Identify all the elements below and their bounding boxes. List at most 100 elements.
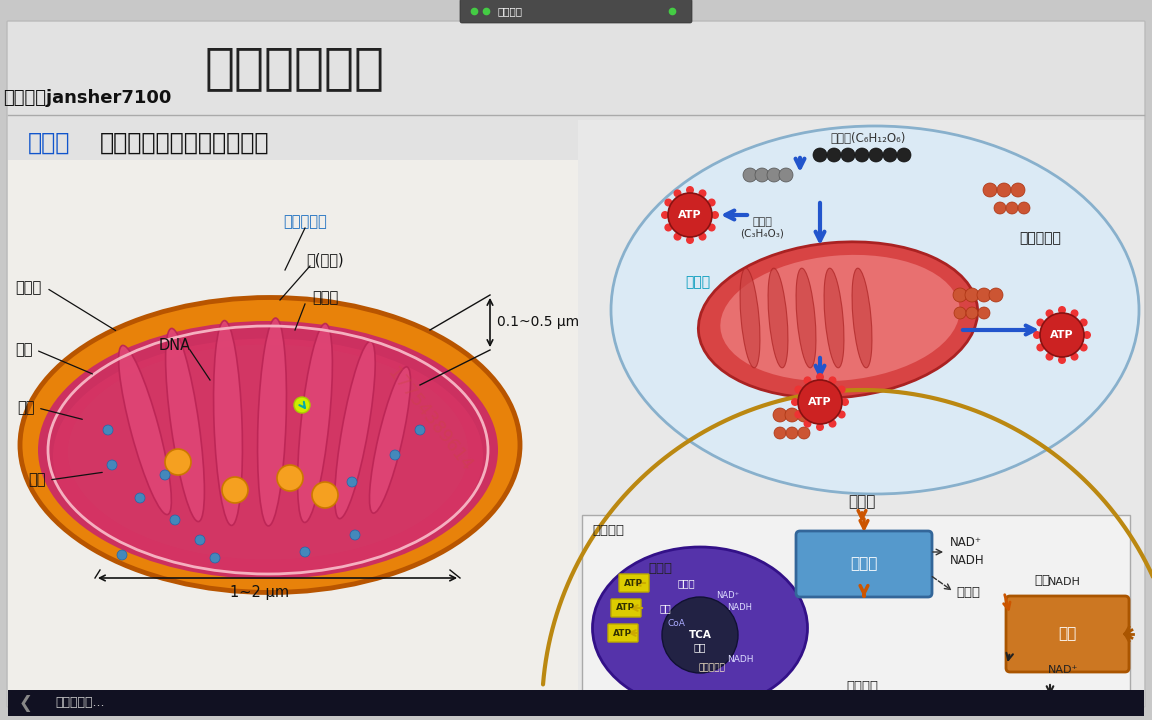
Text: 线粒体: 线粒体 [28, 131, 70, 155]
Ellipse shape [768, 268, 788, 368]
Circle shape [1037, 343, 1045, 351]
Circle shape [897, 148, 911, 162]
Circle shape [1083, 331, 1091, 339]
Circle shape [300, 547, 310, 557]
Text: NADH: NADH [728, 603, 752, 613]
Ellipse shape [852, 268, 872, 368]
Circle shape [1033, 331, 1041, 339]
Circle shape [827, 148, 841, 162]
Circle shape [195, 535, 205, 545]
Circle shape [994, 202, 1006, 214]
Text: 糖酵解: 糖酵解 [850, 557, 878, 572]
Circle shape [774, 427, 786, 439]
Text: 嵴(褶皱): 嵴(褶皱) [306, 253, 343, 268]
Circle shape [767, 168, 781, 182]
Text: 胞质溶胶: 胞质溶胶 [846, 680, 878, 693]
Text: ATP: ATP [613, 629, 632, 637]
Circle shape [711, 211, 719, 219]
Circle shape [118, 550, 127, 560]
Circle shape [391, 450, 400, 460]
Ellipse shape [698, 242, 978, 398]
Circle shape [828, 420, 836, 428]
FancyBboxPatch shape [619, 574, 649, 592]
Text: 课程微信jansher7100: 课程微信jansher7100 [3, 89, 172, 107]
Text: 蛋白复合物: 蛋白复合物 [283, 215, 327, 230]
Text: 乙酸: 乙酸 [659, 603, 670, 613]
Text: 线粒体的功能: 线粒体的功能 [205, 44, 385, 92]
Circle shape [674, 189, 682, 197]
Ellipse shape [370, 367, 410, 513]
Circle shape [294, 397, 310, 413]
Text: 腾讯会议: 腾讯会议 [498, 6, 523, 16]
FancyBboxPatch shape [8, 690, 1144, 716]
Circle shape [103, 425, 113, 435]
Circle shape [983, 183, 996, 197]
Text: 电子传递链: 电子传递链 [698, 664, 726, 672]
Circle shape [1070, 353, 1078, 361]
Text: TCA: TCA [689, 630, 712, 640]
Text: NADH: NADH [950, 554, 985, 567]
Circle shape [707, 199, 715, 207]
Ellipse shape [335, 341, 376, 518]
Circle shape [350, 530, 359, 540]
Circle shape [160, 470, 170, 480]
Circle shape [743, 168, 757, 182]
Circle shape [698, 233, 706, 240]
Circle shape [841, 148, 855, 162]
Ellipse shape [297, 323, 333, 523]
Circle shape [838, 410, 846, 418]
Text: 知识点什么...: 知识点什么... [55, 696, 105, 709]
Circle shape [1058, 306, 1066, 314]
Text: 葡萄糖: 葡萄糖 [848, 495, 876, 510]
Circle shape [1079, 343, 1087, 351]
Circle shape [795, 410, 802, 418]
Text: 乳酸: 乳酸 [1043, 696, 1058, 709]
Circle shape [978, 307, 990, 319]
Circle shape [662, 597, 738, 673]
Circle shape [953, 288, 967, 302]
Text: 氧存在: 氧存在 [647, 562, 672, 575]
Circle shape [797, 408, 811, 422]
Ellipse shape [592, 547, 808, 709]
Text: 17754389614: 17754389614 [384, 365, 476, 475]
Text: 发酵: 发酵 [1058, 626, 1076, 642]
Circle shape [869, 148, 882, 162]
FancyBboxPatch shape [582, 515, 1130, 710]
Circle shape [809, 408, 823, 422]
FancyBboxPatch shape [578, 120, 1144, 706]
Ellipse shape [824, 268, 844, 368]
Ellipse shape [53, 338, 483, 574]
Circle shape [965, 288, 979, 302]
Circle shape [312, 482, 338, 508]
Text: 核糖体: 核糖体 [312, 290, 339, 305]
Text: 0.1~0.5 μm: 0.1~0.5 μm [497, 315, 579, 329]
FancyBboxPatch shape [460, 0, 692, 23]
FancyBboxPatch shape [1006, 596, 1129, 672]
Text: 循环: 循环 [694, 642, 706, 652]
Circle shape [107, 460, 118, 470]
Circle shape [685, 186, 694, 194]
Text: NADH: NADH [1048, 577, 1081, 587]
Circle shape [795, 385, 802, 394]
Text: ATP: ATP [809, 397, 832, 407]
Ellipse shape [119, 346, 172, 515]
Circle shape [170, 515, 180, 525]
Circle shape [816, 373, 824, 381]
Circle shape [855, 148, 869, 162]
Circle shape [1006, 202, 1018, 214]
Circle shape [838, 385, 846, 394]
FancyBboxPatch shape [7, 21, 1145, 707]
Ellipse shape [213, 320, 242, 526]
Circle shape [954, 307, 967, 319]
Circle shape [347, 477, 357, 487]
Circle shape [996, 183, 1011, 197]
Ellipse shape [68, 344, 468, 559]
Text: CoA: CoA [667, 619, 685, 629]
Text: ATP: ATP [624, 578, 644, 588]
Circle shape [803, 377, 811, 384]
Circle shape [707, 223, 715, 232]
FancyBboxPatch shape [608, 624, 638, 642]
FancyBboxPatch shape [611, 599, 641, 617]
Text: NAD⁺: NAD⁺ [1048, 665, 1078, 675]
FancyBboxPatch shape [796, 531, 932, 597]
